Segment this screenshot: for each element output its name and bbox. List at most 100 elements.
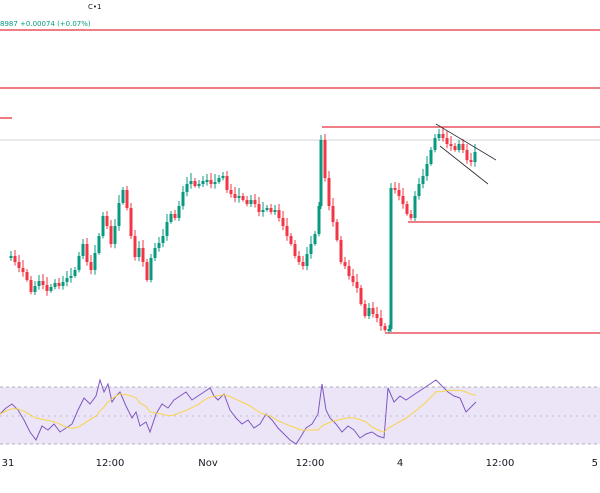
candle-body [229,190,233,194]
candle-body [437,134,441,138]
price-readout-text: 8987 +0.00074 (+0.07%) [0,20,91,28]
candle-body [413,196,417,218]
candle-body [153,248,157,258]
candle-body [61,282,65,286]
x-tick-label: 12:00 [486,458,515,469]
candle-body [425,164,429,176]
candle-body [53,283,57,287]
candle-body [209,180,213,184]
candle-body [309,244,313,254]
candle-body [327,178,331,206]
candle-body [461,144,465,150]
candle-body [371,308,375,314]
candle-body [65,278,69,282]
candle-body [469,160,473,162]
candle-body [165,222,169,236]
candle-body [285,226,289,236]
candle-body [197,184,201,186]
candle-body [375,314,379,318]
candle-body [37,281,41,286]
candle-body [85,244,89,262]
candle-body [319,140,323,206]
candle-body [265,208,269,210]
candle-body [289,236,293,244]
candle-body [453,146,457,150]
candle-body [355,282,359,288]
candle-body [253,200,257,204]
candle-body [17,262,21,268]
candle-body [213,182,217,184]
candle-body [389,188,393,329]
candle-body [417,184,421,196]
candle-body [359,288,363,304]
candle-body [93,253,97,270]
candle-body [323,140,327,178]
candle-body [397,190,401,196]
candle-body [29,280,33,292]
candle-body [205,180,209,182]
candle-body [245,200,249,204]
candle-body [433,138,437,150]
symbol-suffix-text: C•1 [88,3,102,11]
candle-body [81,244,85,256]
x-tick-label: 31 [2,458,15,469]
candle-body [473,152,477,162]
candle-body [457,144,461,150]
x-axis: 31 12:00 Nov 12:00 4 12:00 5 [2,458,598,469]
candle-body [73,270,77,276]
candle-body [445,138,449,144]
candle-body [77,256,81,270]
candle-body [45,285,49,291]
candle-body [269,208,273,212]
x-tick-label: Nov [198,458,218,469]
candle-body [101,216,105,236]
candle-body [401,196,405,204]
candle-body [363,304,367,316]
candle-body [387,329,391,331]
channel-upper-line [435,123,497,161]
candle-body [465,150,469,160]
candle-body [383,326,387,330]
candle-body [133,236,137,257]
candle-body [351,276,355,282]
candle-body [339,240,343,262]
candle-body [137,248,141,257]
candle-body [379,318,383,326]
candle-body [157,243,161,248]
candle-body [181,192,185,206]
candles [9,128,477,334]
candle-body [125,190,129,208]
candle-body [169,214,173,222]
candle-body [367,308,371,316]
candle-body [277,210,281,218]
candle-body [347,266,351,276]
candle-body [193,181,197,186]
candle-body [13,256,17,262]
candle-body [237,196,241,198]
horizontal-levels [0,29,600,334]
candle-body [449,144,453,146]
candle-body [145,262,149,280]
rsi-band [0,387,600,444]
candle-body [9,256,13,258]
x-tick-label: 4 [397,458,403,469]
candle-body [97,236,101,253]
candle-body [89,262,93,270]
candle-body [317,206,321,234]
candle-body [331,206,335,222]
channel-lower-line [439,145,489,185]
candle-body [301,262,305,266]
rsi-signal-line [0,389,477,433]
candle-body [335,222,339,240]
candle-body [25,272,29,280]
candle-body [429,150,433,164]
candle-body [21,268,25,272]
candle-body [297,256,301,262]
candle-body [49,287,53,291]
candle-body [105,216,109,226]
candle-body [201,181,205,184]
candle-body [117,203,121,226]
candle-body [233,194,237,198]
x-tick-label: 12:00 [296,458,325,469]
